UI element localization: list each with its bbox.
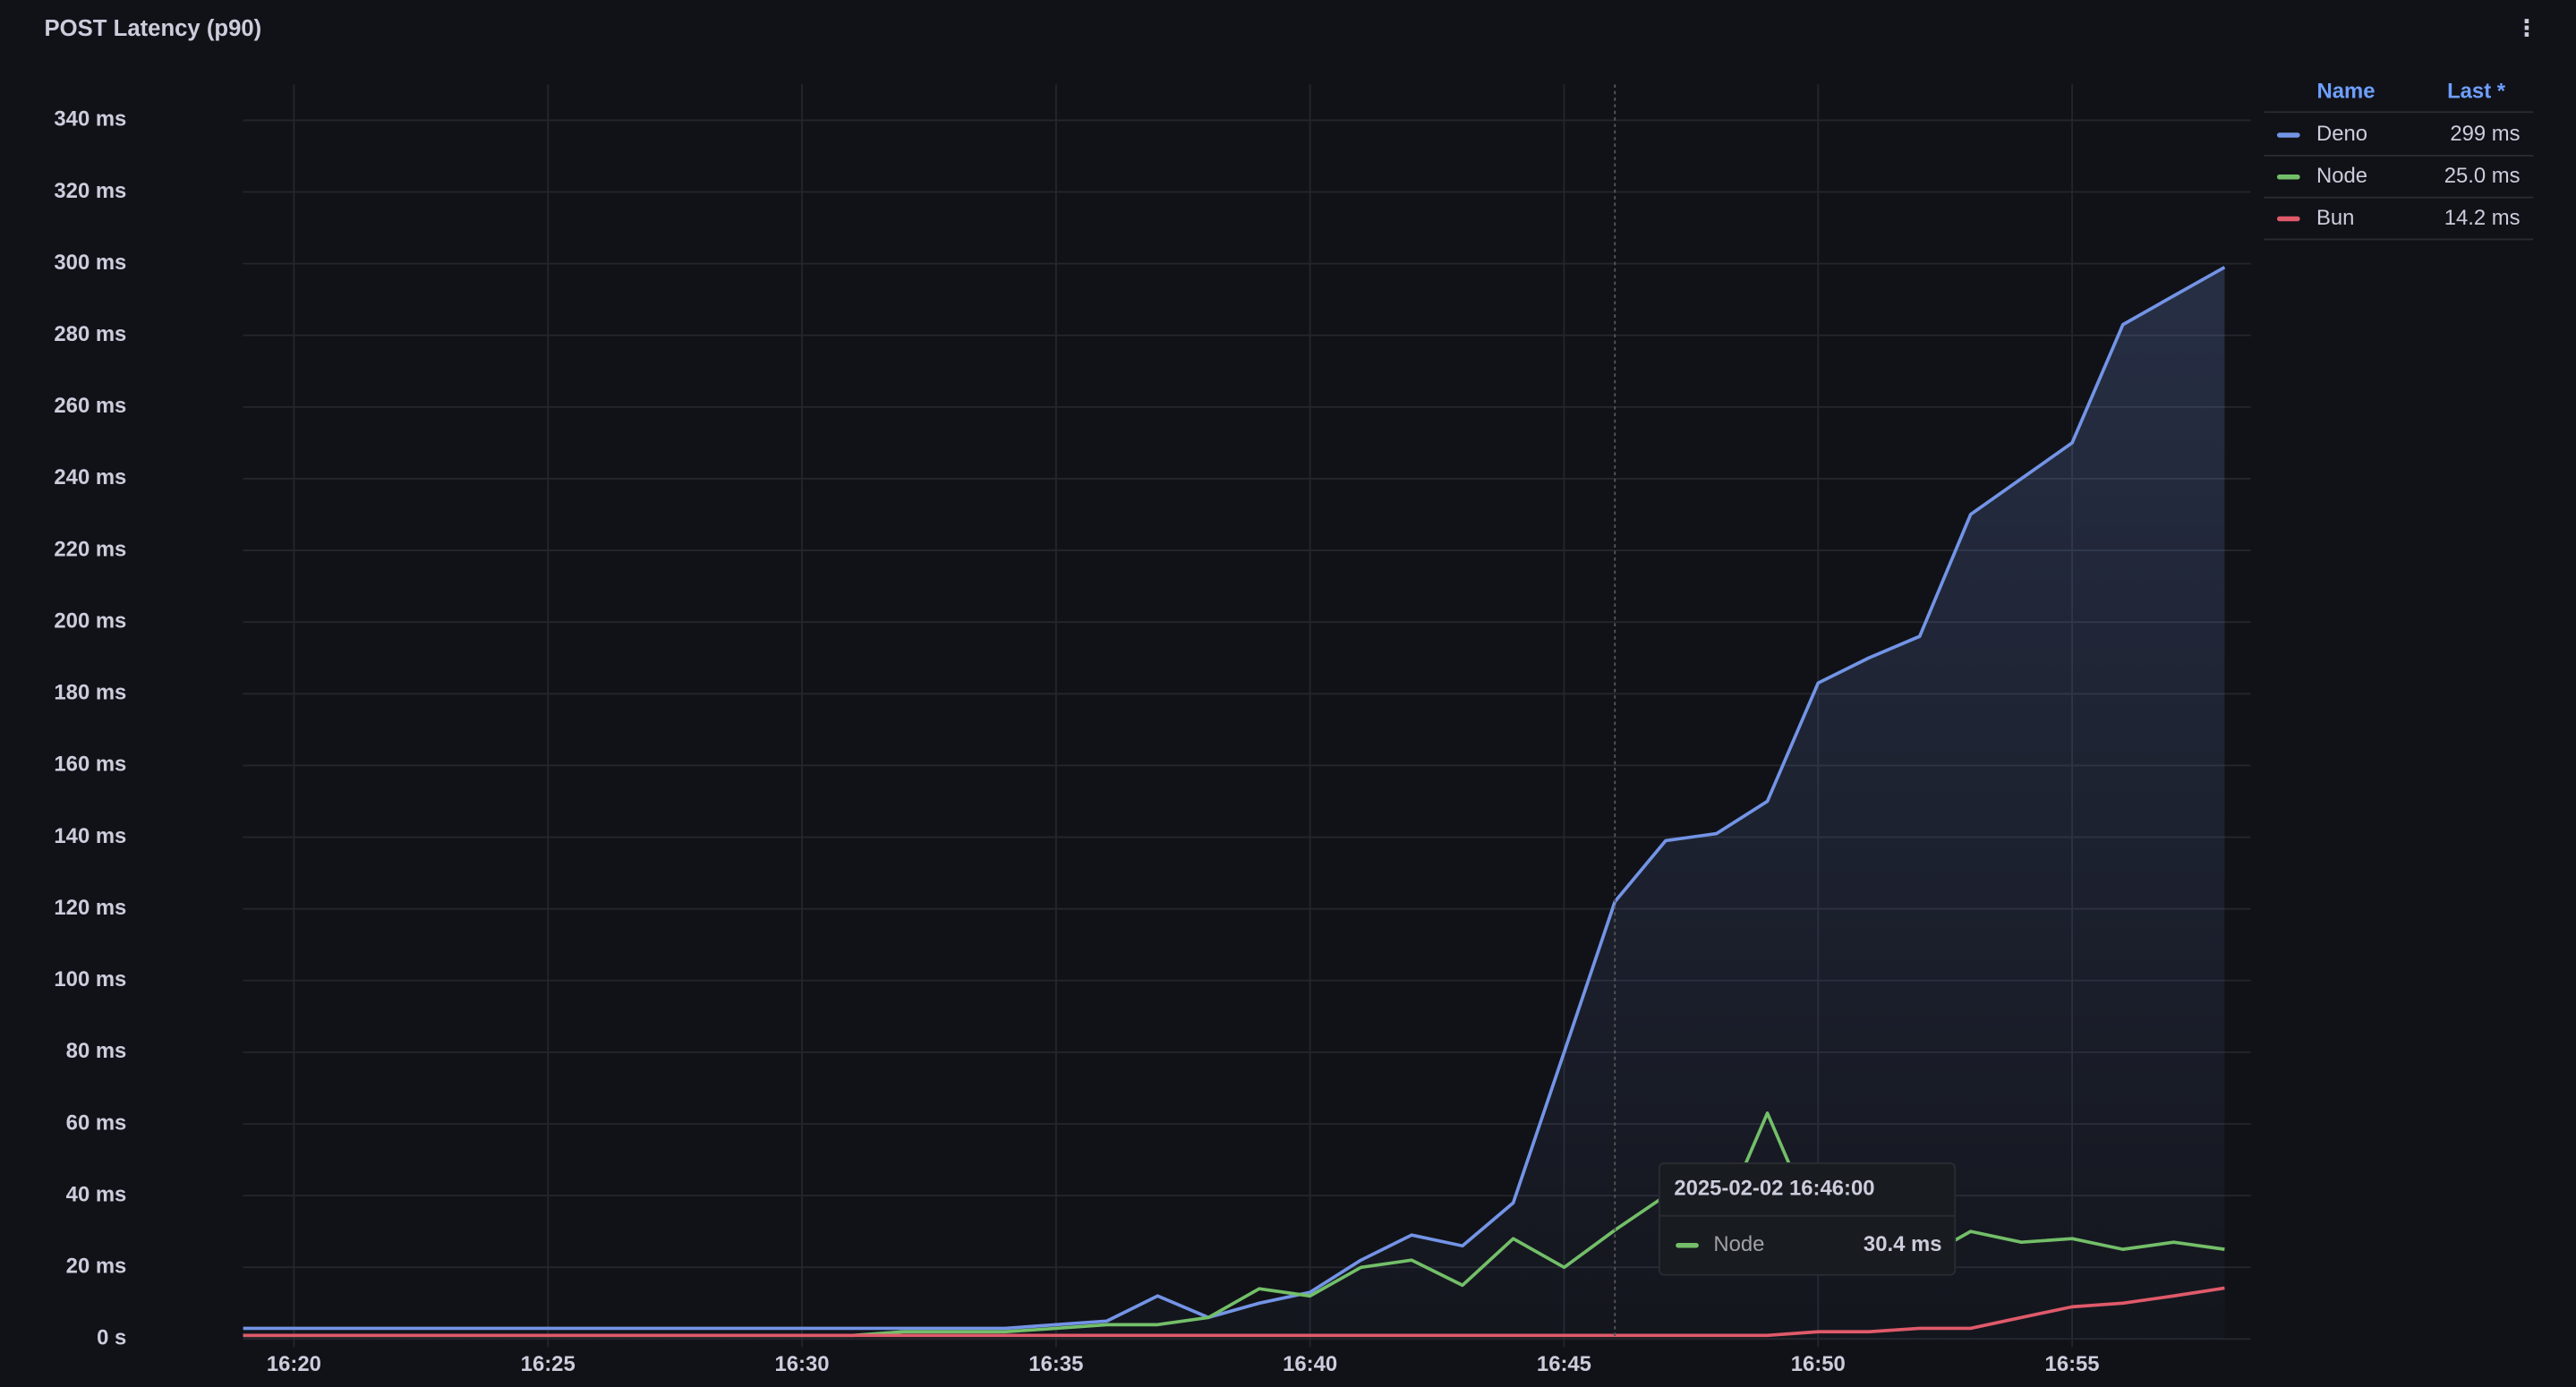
y-tick-label: 80 ms	[66, 1039, 127, 1063]
legend-header[interactable]: Name	[2317, 80, 2376, 104]
y-tick-label: 220 ms	[54, 537, 126, 561]
legend-label[interactable]: Node	[2316, 164, 2367, 188]
legend: Name Last * Deno 299 ms Node 25.0 ms Bun 14.2 m…	[2264, 80, 2534, 241]
y-tick-label: 240 ms	[54, 465, 126, 489]
x-tick-label: 16:55	[2045, 1352, 2100, 1376]
chart-title: POST Latency (p90)	[45, 16, 262, 41]
y-tick-label: 200 ms	[54, 608, 126, 633]
y-tick-label: 20 ms	[66, 1255, 127, 1279]
series-area	[243, 267, 2225, 1340]
tooltip-series: Node	[1713, 1232, 1764, 1256]
y-tick-label: 260 ms	[54, 394, 126, 418]
x-tick-label: 16:25	[521, 1352, 576, 1376]
legend-swatch	[2276, 132, 2300, 138]
series-line	[243, 1286, 2225, 1338]
series-line	[243, 266, 2226, 1331]
y-tick-label: 340 ms	[54, 107, 126, 132]
legend-swatch	[2276, 174, 2300, 180]
panel-menu[interactable]: ⋮	[2515, 16, 2538, 41]
tooltip-value: 30.4 ms	[1864, 1232, 1942, 1256]
y-tick-label: 280 ms	[54, 322, 126, 346]
legend-label[interactable]: Deno	[2316, 122, 2367, 146]
y-tick-label: 60 ms	[66, 1110, 127, 1135]
y-tick-label: 160 ms	[54, 753, 126, 777]
y-tick-label: 0 s	[97, 1326, 126, 1350]
legend-label[interactable]: Bun	[2316, 206, 2354, 230]
tooltip-time: 2025-02-02 16:46:00	[1674, 1177, 1874, 1201]
y-tick-label: 320 ms	[54, 179, 126, 203]
legend-header[interactable]: Last *	[2447, 80, 2506, 104]
legend-value: 299 ms	[2450, 122, 2520, 146]
y-tick-label: 120 ms	[54, 896, 126, 920]
x-tick-label: 16:45	[1537, 1352, 1591, 1376]
x-tick-label: 16:20	[267, 1352, 321, 1376]
x-tick-label: 16:40	[1283, 1352, 1337, 1376]
x-tick-label: 16:30	[775, 1352, 830, 1376]
legend-value: 14.2 ms	[2444, 206, 2521, 230]
x-tick-label: 16:35	[1028, 1352, 1083, 1376]
tooltip: 2025-02-02 16:46:00 Node 30.4 ms	[1614, 84, 1957, 1340]
legend-value: 25.0 ms	[2444, 164, 2521, 188]
y-tick-label: 300 ms	[54, 251, 126, 275]
y-tick-label: 140 ms	[54, 824, 126, 848]
tooltip-box	[1658, 1162, 1957, 1276]
y-tick-label: 40 ms	[66, 1182, 127, 1206]
y-tick-label: 180 ms	[54, 681, 126, 705]
x-tick-label: 16:50	[1791, 1352, 1846, 1376]
legend-swatch	[2276, 216, 2300, 222]
y-tick-label: 100 ms	[54, 967, 126, 991]
tooltip-swatch	[1676, 1242, 1699, 1248]
